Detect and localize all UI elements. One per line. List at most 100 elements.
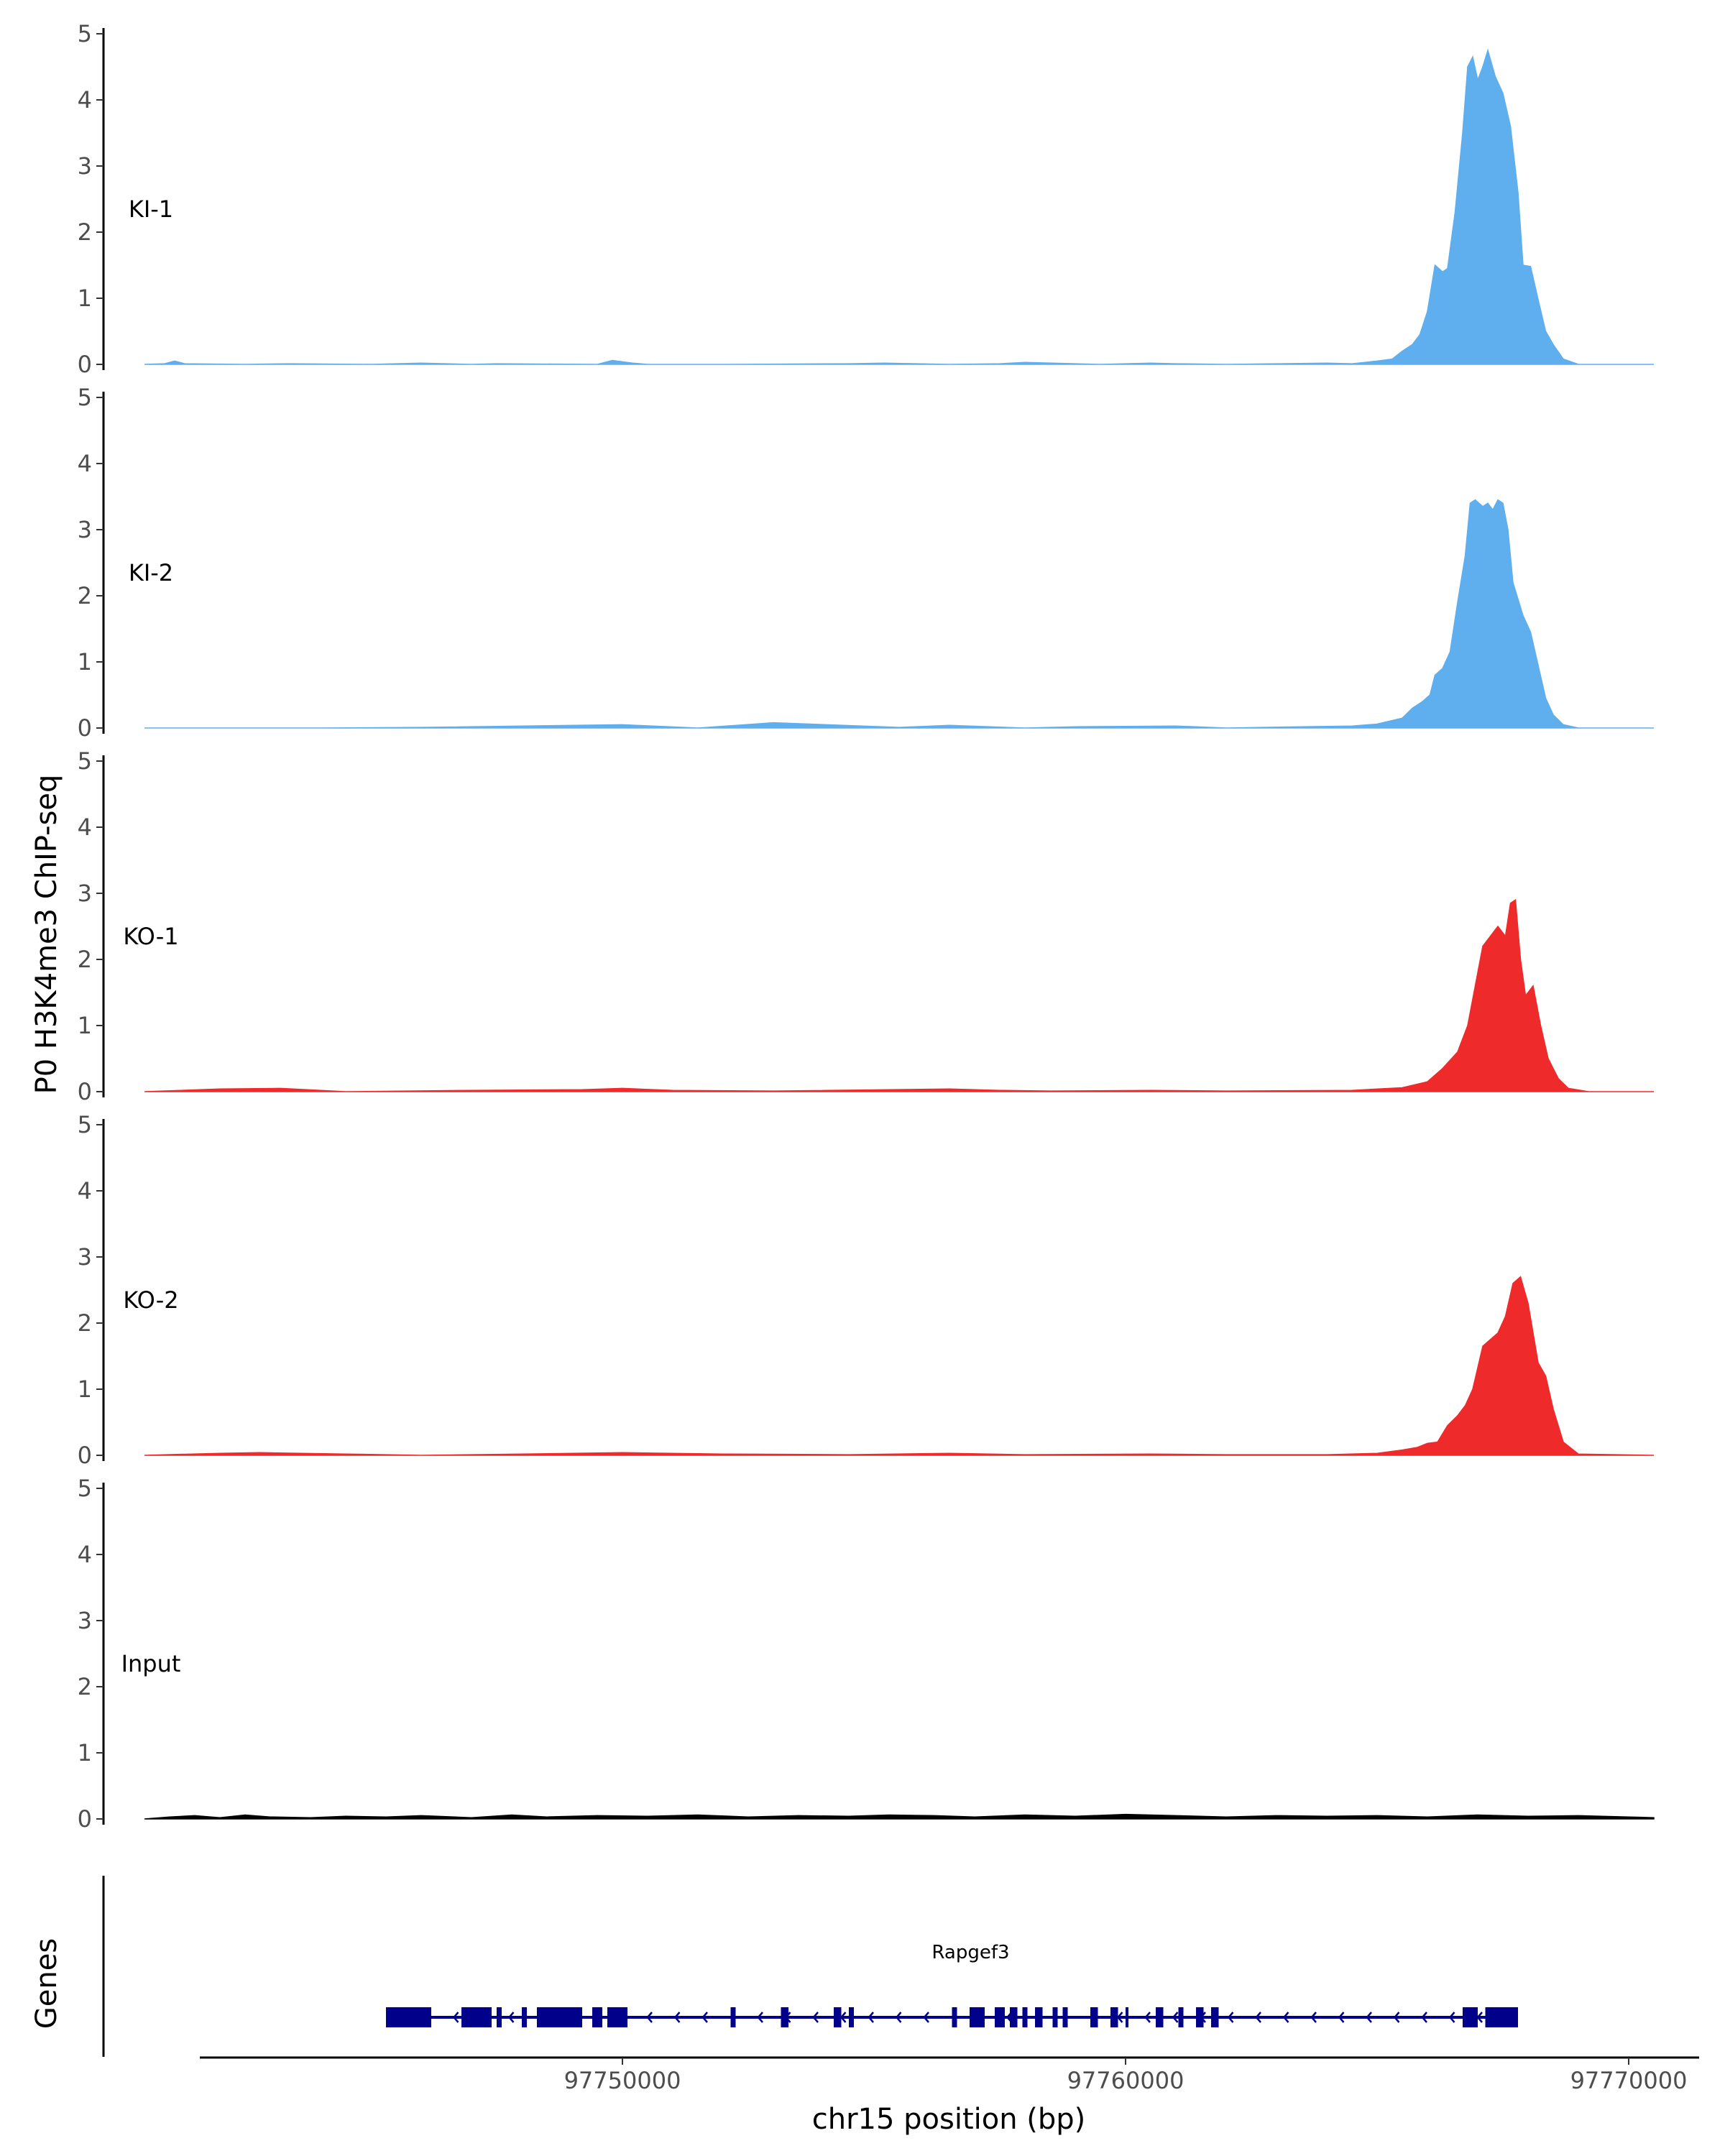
gene-exon <box>1052 2007 1058 2027</box>
y-tick-label: 0 <box>78 714 92 742</box>
x-tick-label: 97750000 <box>564 2067 681 2094</box>
gene-exon <box>1126 2007 1128 2027</box>
y-tick-label: 3 <box>78 516 92 543</box>
gene-exon <box>781 2007 788 2027</box>
signal-area-ko-1 <box>144 898 1654 1092</box>
gene-exon <box>1156 2007 1164 2027</box>
signal-tracks: 0 1 2 3 4 5 KI-1 0 1 2 3 4 5 KI-2 0 1 2 3 4 5 KO-1 0 1 2 3 4 5 KO-2… <box>78 20 1655 1833</box>
x-tick-label: 97770000 <box>1570 2067 1688 2094</box>
gene-exon <box>952 2007 957 2027</box>
strand-arrow <box>1393 2012 1400 2023</box>
gene-exon <box>497 2007 502 2027</box>
x-tick-label: 97760000 <box>1067 2067 1184 2094</box>
y-tick-label: 0 <box>78 1805 92 1833</box>
gene-exon <box>537 2007 582 2027</box>
track-label: KI-2 <box>129 559 173 586</box>
strand-arrow <box>1366 2012 1372 2023</box>
y-tick-label: 4 <box>78 450 92 477</box>
track-ko-1: 0 1 2 3 4 5 KO-1 <box>78 747 1654 1105</box>
y-tick-label: 2 <box>78 1673 92 1700</box>
strand-arrow <box>452 2012 459 2023</box>
y-tick-label: 1 <box>78 285 92 312</box>
gene-exon <box>1493 2007 1518 2027</box>
gene-exon <box>607 2007 627 2027</box>
gene-exon <box>522 2007 527 2027</box>
signal-area-ko-2 <box>144 1276 1655 1456</box>
y-tick-label: 2 <box>78 218 92 246</box>
y-tick-label: 0 <box>78 1078 92 1105</box>
y-tick-label: 2 <box>78 946 92 973</box>
track-ki-1: 0 1 2 3 4 5 KI-1 <box>78 20 1654 378</box>
signal-area-ki-1 <box>144 48 1654 365</box>
strand-arrow <box>646 2012 653 2023</box>
strand-arrow <box>507 2012 515 2023</box>
strand-arrow <box>1144 2012 1151 2023</box>
gene-exon <box>849 2007 854 2027</box>
gene-exon <box>995 2007 1005 2027</box>
gene-exon <box>1463 2007 1478 2027</box>
track-input: 0 1 2 3 4 5 Input <box>78 1475 1655 1833</box>
gene-exon <box>834 2007 842 2027</box>
strand-arrow <box>1421 2012 1427 2023</box>
gene-exon <box>1090 2007 1098 2027</box>
gene-exon <box>1022 2007 1028 2027</box>
strand-arrow <box>1227 2012 1234 2023</box>
strand-arrow <box>895 2012 902 2023</box>
x-axis-title: chr15 position (bp) <box>812 2103 1086 2136</box>
strand-arrow <box>923 2012 929 2023</box>
gene-exon <box>1196 2007 1204 2027</box>
track-ko-2: 0 1 2 3 4 5 KO-2 <box>78 1111 1655 1469</box>
gene-exon <box>1211 2007 1219 2027</box>
strand-arrow <box>1282 2012 1289 2023</box>
y-tick-label: 5 <box>78 747 92 775</box>
y-tick-label: 1 <box>78 1739 92 1766</box>
genes-track-label: Genes <box>30 1938 63 2029</box>
strand-arrow <box>1310 2012 1317 2023</box>
y-tick-label: 5 <box>78 1475 92 1502</box>
track-ki-2: 0 1 2 3 4 5 KI-2 <box>78 384 1654 742</box>
gene-exon <box>386 2007 431 2027</box>
gene-exon <box>1010 2007 1018 2027</box>
y-tick-label: 3 <box>78 1243 92 1271</box>
y-tick-label: 5 <box>78 20 92 47</box>
track-label: KI-1 <box>129 195 173 223</box>
strand-arrow <box>1338 2012 1345 2023</box>
y-tick-label: 3 <box>78 1607 92 1634</box>
y-tick-label: 1 <box>78 1376 92 1403</box>
gene-exon <box>730 2007 736 2027</box>
x-axis: 97750000 97760000 97770000 <box>200 2056 1699 2094</box>
track-label: KO-1 <box>123 923 178 950</box>
gene-exon <box>970 2007 985 2027</box>
strand-arrow <box>1255 2012 1261 2023</box>
y-tick-label: 1 <box>78 1012 92 1039</box>
y-axis-title: P0 H3K4me3 ChIP-seq <box>30 775 63 1095</box>
gene-exon <box>1062 2007 1068 2027</box>
gene-track: Rapgef3 <box>102 1876 1518 2057</box>
strand-arrow <box>673 2012 681 2023</box>
strand-arrow <box>757 2012 763 2023</box>
gene-exon <box>1485 2007 1493 2027</box>
y-tick-label: 5 <box>78 384 92 411</box>
gene-exon <box>461 2007 492 2027</box>
track-label: KO-2 <box>123 1286 178 1314</box>
y-tick-label: 2 <box>78 582 92 609</box>
gene-exon <box>1035 2007 1043 2027</box>
gene-exon <box>1110 2007 1118 2027</box>
y-tick-label: 3 <box>78 152 92 180</box>
strand-arrow <box>1448 2012 1455 2023</box>
y-tick-label: 0 <box>78 1442 92 1469</box>
gene-exon <box>592 2007 602 2027</box>
track-label: Input <box>121 1650 181 1677</box>
strand-arrow <box>1172 2012 1179 2023</box>
y-tick-label: 2 <box>78 1309 92 1337</box>
signal-area-input <box>144 1813 1655 1820</box>
y-tick-label: 4 <box>78 1541 92 1568</box>
y-tick-label: 4 <box>78 1177 92 1204</box>
y-tick-label: 4 <box>78 814 92 841</box>
y-tick-label: 5 <box>78 1111 92 1138</box>
gene-exon <box>1178 2007 1184 2027</box>
y-tick-label: 4 <box>78 86 92 114</box>
strand-arrow <box>868 2012 874 2023</box>
y-tick-label: 1 <box>78 648 92 676</box>
